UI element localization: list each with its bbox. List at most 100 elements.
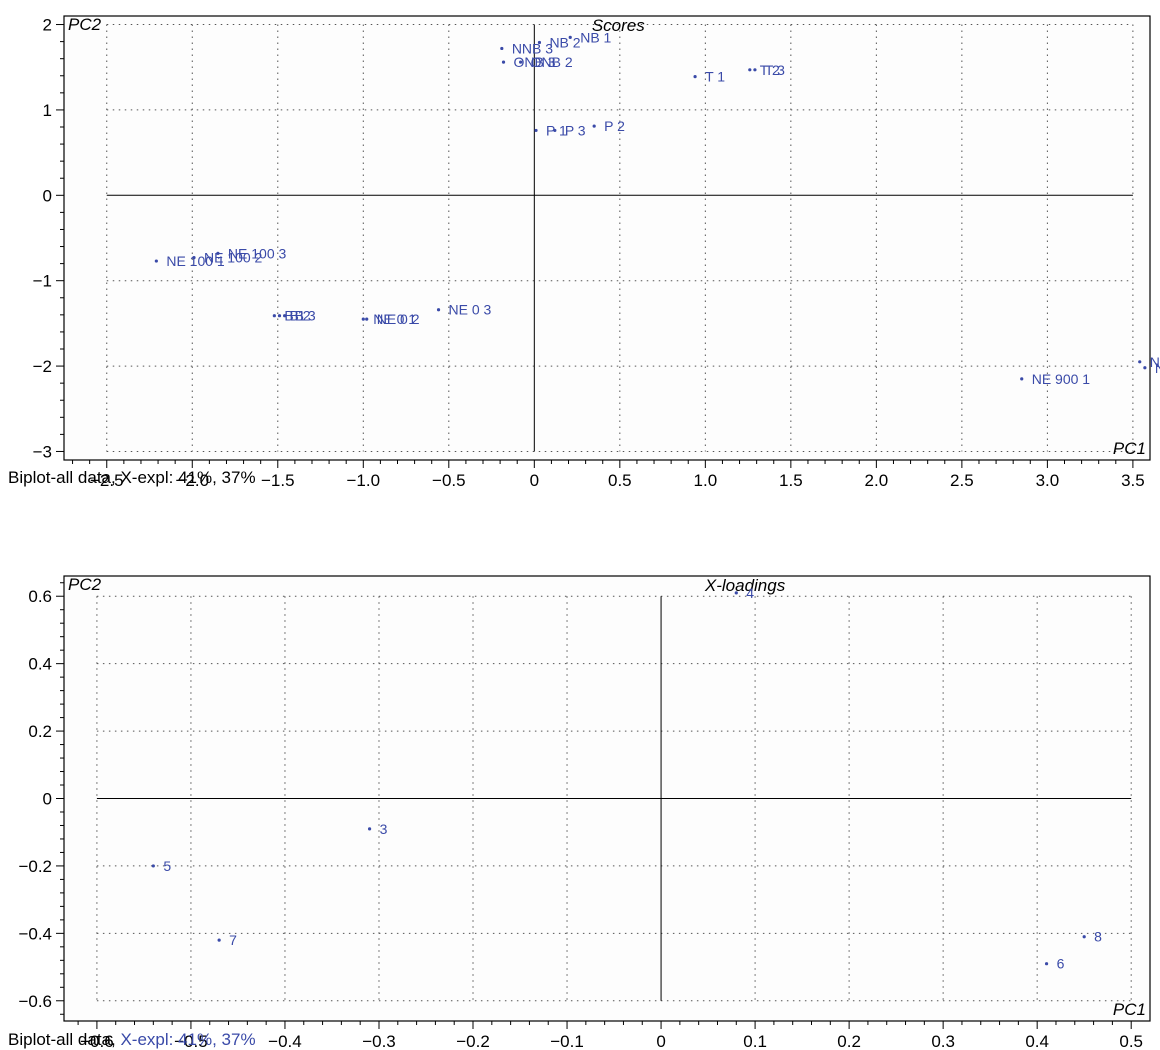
data-point (501, 60, 506, 64)
x-tick-label: −2.5 (90, 471, 124, 490)
data-point (154, 259, 158, 263)
point-label: 4 (746, 585, 754, 601)
data-point (217, 938, 221, 942)
x-tick-label: 0 (530, 471, 539, 490)
point-label: P 3 (565, 122, 586, 138)
point-label: T 1 (705, 69, 725, 85)
y-tick-label: −1 (33, 272, 52, 291)
x-tick-label: −2.0 (175, 471, 209, 490)
data-point (1138, 360, 1142, 364)
y-tick-label: 0.4 (28, 655, 52, 674)
point-label: 8 (1094, 929, 1102, 945)
x-tick-label: −0.3 (362, 1032, 396, 1048)
point-label: ONB 3 (514, 54, 556, 70)
plot-frame (63, 15, 1151, 461)
loadings-caption: Biplot-all data, X-expl: 41%, 37% (8, 1030, 256, 1050)
x-axis-label: PC1 (1113, 439, 1146, 458)
x-axis-label: PC1 (1113, 1000, 1146, 1019)
y-tick-label: 2 (43, 16, 52, 35)
data-point (436, 308, 441, 312)
loadings-caption-prefix: Biplot-all data, (8, 1030, 121, 1049)
data-point (1044, 962, 1049, 966)
data-point (1143, 366, 1147, 370)
data-point (693, 75, 697, 79)
loadings-caption-highlight: X-expl: 41%, 37% (120, 1030, 256, 1049)
y-tick-label: 0 (43, 186, 52, 205)
point-label: P 2 (604, 118, 625, 134)
point-label: NE 100 1 (166, 253, 225, 269)
scores-caption: Biplot-all data, X-expl: 41%, 37% (8, 468, 256, 487)
point-label: NNB 3 (512, 40, 553, 56)
y-axis-label: PC2 (68, 575, 102, 594)
point-label: NE 0 3 (449, 302, 492, 318)
data-point (734, 591, 738, 595)
data-point (537, 40, 542, 45)
data-point (283, 314, 287, 318)
data-point (367, 827, 372, 831)
chart-title: X-loadings (704, 576, 786, 595)
point-label: 3 (380, 821, 388, 837)
point-label: 6 (1057, 956, 1065, 972)
scores-plot: −2.5 −2.0 −1.5 −1.0 −0.5 0 0.5 1.0 1.5 2.0 2.5 3.0 3… (33, 15, 1160, 490)
y-tick-label: 0.2 (28, 722, 52, 741)
data-point (592, 124, 596, 128)
x-loadings-plot: −0.6 −0.5 −0.4 −0.3 −0.2 −0.1 0 0.1 0.2 0.3 0.4 0.5… (18, 575, 1151, 1048)
point-label: T 3 (765, 62, 785, 78)
point-label: 7 (229, 932, 237, 948)
data-point (568, 35, 572, 39)
data-point (361, 317, 365, 321)
point-label: NE 0 2 (377, 311, 420, 327)
x-tick-label: −0.5 (432, 471, 466, 490)
point-label: NE 100 3 (228, 245, 287, 261)
point-label: B 1 (284, 308, 305, 324)
point-label: B 3 (295, 308, 316, 324)
x-tick-label: −0.6 (80, 1032, 114, 1048)
data-point (365, 317, 369, 321)
data-point (753, 68, 757, 72)
x-tick-label: −0.1 (550, 1032, 584, 1048)
x-tick-label: −1.5 (261, 471, 295, 490)
x-tick-label: 0.3 (931, 1032, 955, 1048)
data-point (277, 314, 282, 318)
point-label: B 2 (289, 308, 310, 324)
x-tick-label: 2.0 (865, 471, 889, 490)
data-point (534, 128, 538, 133)
point-label: NE 900 1 (1032, 371, 1091, 387)
data-point (192, 256, 196, 260)
data-point (1020, 377, 1024, 381)
y-tick-label: −0.6 (18, 992, 52, 1011)
data-point (1082, 935, 1086, 939)
x-tick-label: 3.5 (1121, 471, 1145, 490)
y-axis-label: PC2 (68, 15, 102, 34)
data-point (216, 251, 220, 255)
x-tick-label: 1.5 (779, 471, 803, 490)
data-point (500, 46, 504, 51)
y-tick-label: 1 (43, 101, 52, 120)
y-tick-label: 0.6 (28, 587, 52, 606)
point-label: NB 1 (580, 29, 611, 45)
x-tick-label: 3.0 (1036, 471, 1060, 490)
data-point (553, 128, 557, 133)
x-tick-label: −0.2 (456, 1032, 490, 1048)
point-label: NE 0 1 (373, 311, 416, 327)
point-label: ONB 2 (531, 54, 573, 70)
point-label: NE 900 3 (1150, 354, 1160, 370)
data-point (151, 864, 155, 868)
chart-title: Scores (592, 16, 645, 35)
x-tick-label: 2.5 (950, 471, 974, 490)
point-label: NB 2 (549, 34, 580, 50)
point-label: T 2 (760, 62, 780, 78)
x-tick-label: 0.4 (1025, 1032, 1049, 1048)
y-tick-label: −0.4 (18, 924, 52, 943)
x-tick-label: 0.5 (1119, 1032, 1143, 1048)
y-tick-label: 0 (43, 790, 52, 809)
data-point (519, 60, 523, 64)
x-tick-label: 0.5 (608, 471, 632, 490)
x-tick-label: 1.0 (694, 471, 718, 490)
x-tick-label: −0.4 (268, 1032, 302, 1048)
y-tick-label: −0.2 (18, 857, 52, 876)
x-tick-label: −0.5 (174, 1032, 208, 1048)
point-label: NE 900 2 (1155, 360, 1160, 376)
data-point (272, 314, 276, 318)
